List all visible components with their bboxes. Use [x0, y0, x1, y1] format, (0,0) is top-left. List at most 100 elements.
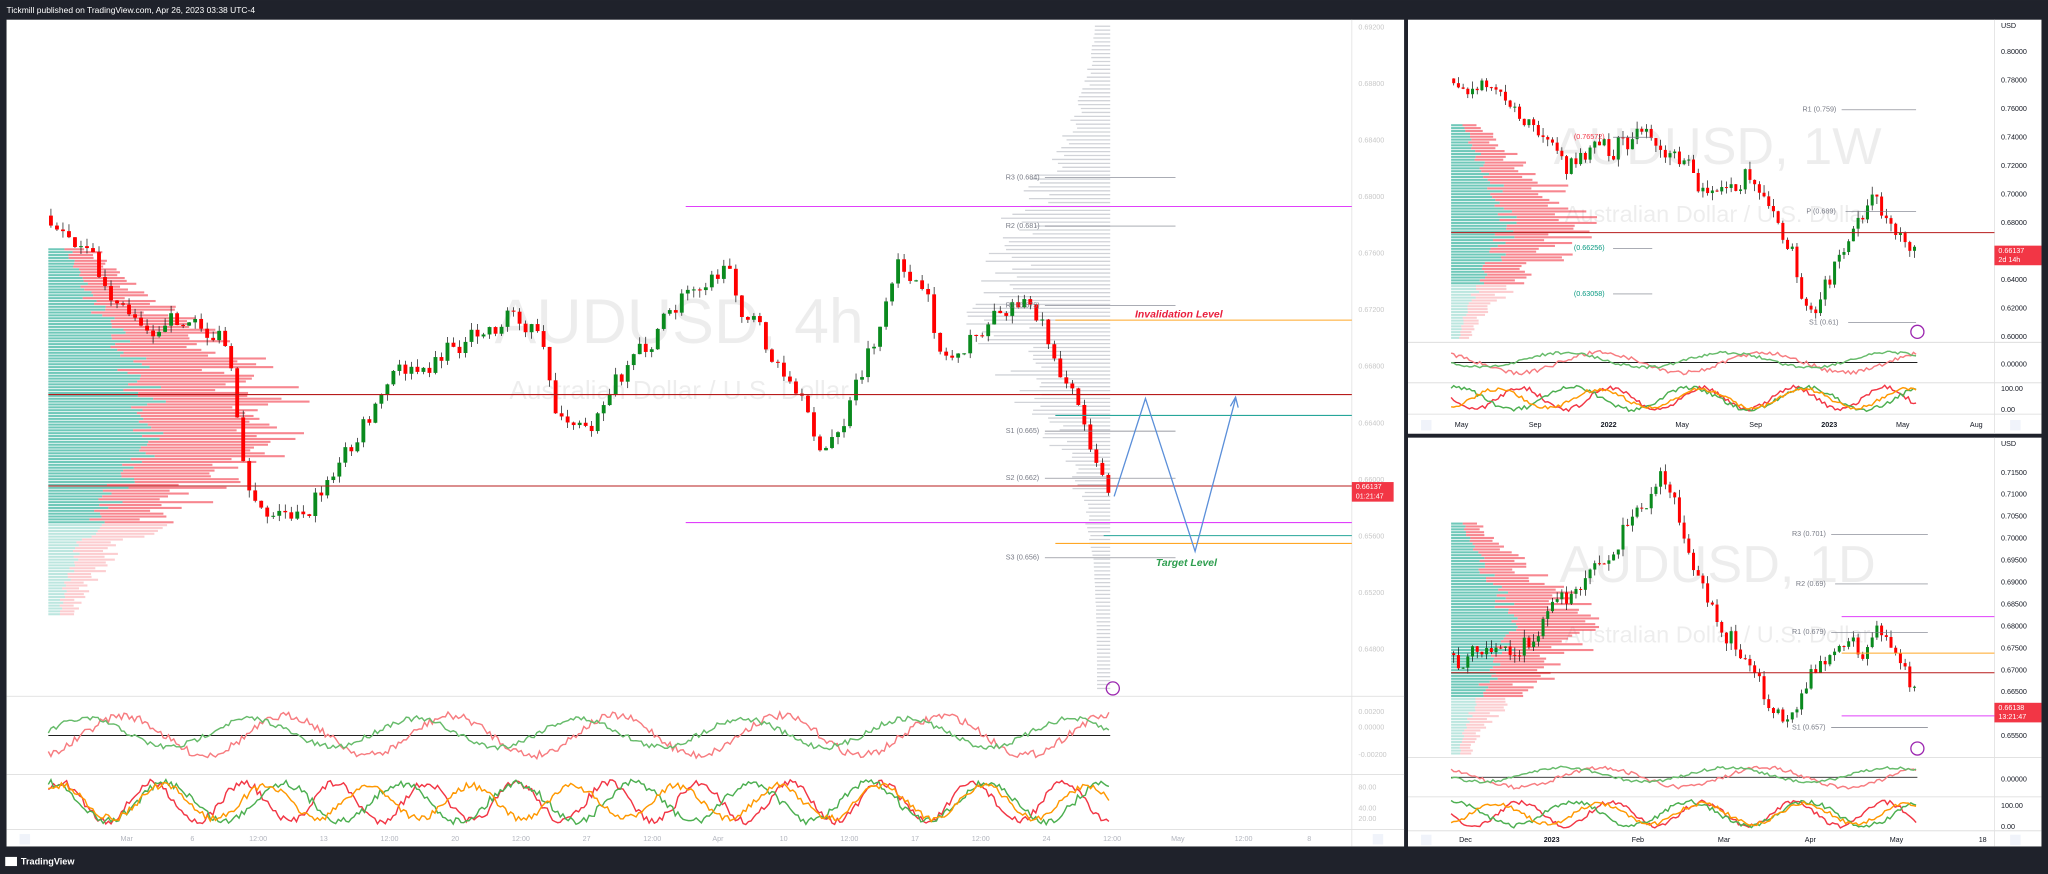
price-axis-label: 0.69200: [1358, 23, 1384, 31]
candle-body: [1659, 471, 1663, 487]
volume-profile-bar: [48, 294, 94, 297]
volume-profile-bar: [125, 331, 221, 334]
zoom-button[interactable]: [1421, 834, 1432, 846]
volume-profile-bar: [48, 532, 97, 535]
volume-profile-bar: [1451, 631, 1509, 634]
candle-body: [1823, 661, 1827, 665]
candle-body: [553, 380, 558, 414]
candle-body: [1837, 646, 1841, 652]
volume-profile-bar: [48, 334, 112, 337]
volume-profile-bar: [1451, 170, 1482, 173]
volume-profile-bar: [1459, 336, 1470, 339]
volume-profile-bar: [146, 357, 266, 360]
candle-body: [1729, 184, 1733, 188]
candle-body: [1743, 658, 1747, 660]
volume-profile-bar: [48, 489, 103, 492]
volume-profile-bar: [99, 504, 162, 507]
candle-body: [1621, 524, 1625, 550]
volume-profile-bar: [48, 483, 107, 486]
candle-body: [1475, 646, 1479, 652]
volume-profile-bar: [163, 432, 304, 435]
volume-profile-bar: [1451, 213, 1498, 216]
footer-brand[interactable]: TradingView: [21, 857, 75, 867]
volume-profile-bar: [1451, 669, 1490, 672]
candle-body: [169, 313, 174, 326]
volume-profile-bar: [123, 351, 216, 354]
volume-profile-bar: [1451, 127, 1465, 130]
candle-body: [1602, 139, 1606, 146]
volume-profile-bar: [1493, 660, 1545, 663]
time-axis-label: May: [1171, 835, 1185, 843]
volume-profile-bar: [1451, 184, 1504, 187]
candle-body: [1837, 254, 1841, 262]
volume-profile-bar: [1451, 528, 1464, 531]
candle-body: [1880, 625, 1884, 636]
volume-profile-bar: [48, 285, 81, 288]
volume-profile-bar: [143, 417, 260, 420]
candle-body: [145, 325, 149, 331]
zoom-button[interactable]: [1421, 420, 1432, 431]
volume-profile-bar: [48, 397, 154, 400]
zoom-button[interactable]: [19, 834, 31, 845]
candle-body: [253, 490, 258, 501]
candle-body: [1574, 158, 1578, 165]
volume-profile-bar: [48, 446, 141, 449]
volume-profile-bar: [74, 259, 107, 262]
volume-profile-bar: [1451, 600, 1496, 603]
candle-body: [1630, 516, 1634, 526]
candle-body: [1471, 646, 1475, 657]
volume-profile-bar: [133, 360, 238, 363]
volume-profile-bar: [153, 397, 282, 400]
volume-profile-bar: [1451, 331, 1461, 334]
volume-profile-bar: [1490, 247, 1539, 250]
price-tag: [1994, 702, 2042, 723]
volume-profile-bar: [48, 509, 95, 512]
auto-scale-button[interactable]: [2010, 420, 2021, 431]
volume-profile-bar: [48, 383, 129, 386]
volume-profile-bar: [1478, 683, 1513, 686]
volume-profile-bar: [48, 311, 92, 314]
price-axis-label: 0.65600: [1358, 532, 1384, 540]
volume-profile-bar: [101, 524, 168, 527]
volume-profile-bar: [1517, 617, 1600, 620]
volume-profile-bar: [1485, 689, 1529, 692]
oscillator-axis-label: 100.00: [2001, 802, 2023, 810]
symbol-watermark: AUDUSD, 1D: [1559, 536, 1875, 594]
volume-profile-bar: [1503, 184, 1569, 187]
candle-body: [1513, 654, 1517, 656]
price-axis-label: 0.65200: [1358, 589, 1384, 597]
volume-profile-bar: [48, 567, 70, 570]
candle-body: [385, 384, 390, 395]
auto-scale-button[interactable]: [2010, 834, 2021, 846]
volume-profile-bar: [48, 377, 140, 380]
volume-profile-bar: [1451, 692, 1484, 695]
candle-body: [175, 313, 180, 326]
volume-profile-bar: [48, 558, 79, 561]
volume-profile-bar: [48, 368, 118, 372]
volume-profile-bar: [91, 291, 145, 294]
volume-profile-bar: [1481, 267, 1520, 270]
candle-body: [1640, 507, 1644, 509]
volume-profile-bar: [48, 432, 164, 435]
volume-profile-bar: [48, 328, 124, 331]
volume-profile-bar: [1451, 620, 1512, 623]
price-axis-label: 0.67200: [1358, 306, 1384, 314]
auto-scale-button[interactable]: [1372, 834, 1384, 845]
volume-profile-bar: [1451, 308, 1468, 311]
candle-body: [475, 329, 480, 337]
volume-profile-bar: [1517, 625, 1600, 629]
volume-profile-bar: [78, 558, 115, 561]
candle-body: [1743, 169, 1747, 190]
candle-body: [391, 370, 396, 385]
volume-profile-bar: [134, 481, 241, 484]
candle-body: [1762, 676, 1766, 700]
volume-profile-bar: [1467, 717, 1487, 721]
volume-profile-bar: [1451, 167, 1480, 170]
volume-profile-bar: [48, 345, 111, 349]
candle-body: [1532, 641, 1536, 648]
volume-profile-bar: [139, 377, 252, 380]
volume-profile-bar: [1501, 585, 1564, 588]
candle-body: [1668, 484, 1672, 493]
pivot-label: R1 (0.675): [1006, 302, 1040, 310]
pivot-label: R1 (0.679): [1792, 628, 1826, 636]
